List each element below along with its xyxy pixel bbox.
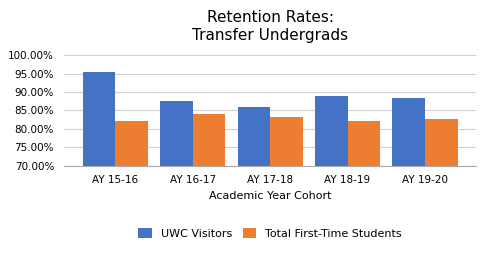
Bar	[270, 117, 302, 267]
Y-axis label: Retention Rate: Retention Rate	[0, 65, 2, 148]
Bar	[192, 114, 225, 267]
Bar	[82, 72, 115, 267]
Bar	[392, 98, 425, 267]
Title: Retention Rates:
Transfer Undergrads: Retention Rates: Transfer Undergrads	[192, 10, 348, 43]
Legend: UWC Visitors, Total First-Time Students: UWC Visitors, Total First-Time Students	[134, 224, 406, 243]
X-axis label: Academic Year Cohort: Academic Year Cohort	[209, 191, 331, 201]
Bar	[115, 121, 148, 267]
Bar	[348, 121, 380, 267]
Bar	[160, 101, 192, 267]
Bar	[315, 96, 348, 267]
Bar	[238, 107, 270, 267]
Bar	[425, 119, 458, 267]
